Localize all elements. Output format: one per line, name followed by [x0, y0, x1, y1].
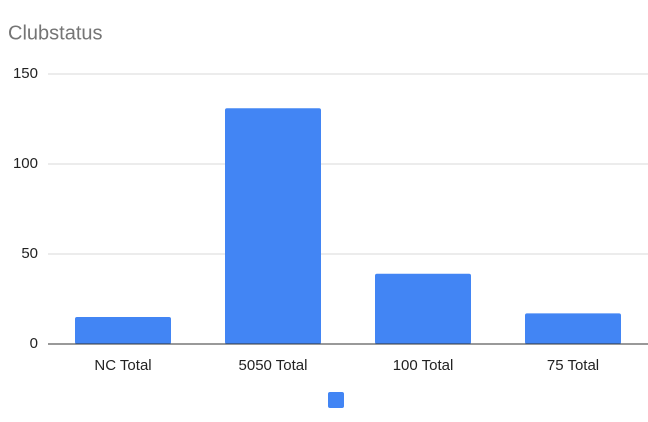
y-tick-label: 50: [21, 245, 38, 262]
x-tick-label: 5050 Total: [239, 357, 308, 374]
legend-swatch: [328, 392, 344, 408]
bar: [75, 317, 171, 344]
x-tick-label: 100 Total: [393, 357, 454, 374]
x-tick-label: 75 Total: [547, 357, 599, 374]
bar: [525, 313, 621, 344]
bar: [225, 108, 321, 344]
y-tick-label: 0: [30, 335, 38, 352]
x-tick-label: NC Total: [94, 357, 151, 374]
chart-title: Clubstatus: [8, 22, 103, 44]
bar: [375, 273, 471, 344]
y-tick-label: 150: [13, 65, 38, 82]
y-tick-label: 100: [13, 155, 38, 172]
